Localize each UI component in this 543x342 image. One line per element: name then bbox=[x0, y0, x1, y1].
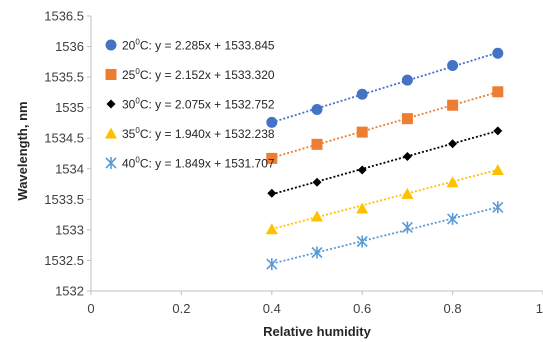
data-point-series-3 bbox=[356, 202, 369, 214]
data-point-series-0 bbox=[356, 88, 368, 100]
x-tick-label: 0.8 bbox=[444, 301, 462, 316]
data-point-series-1 bbox=[401, 113, 413, 125]
data-point-series-2 bbox=[402, 152, 412, 162]
data-point-series-2 bbox=[357, 165, 367, 175]
trendline-series-3 bbox=[271, 168, 499, 230]
legend-marker-0 bbox=[105, 39, 117, 51]
x-tick-label: 1 bbox=[536, 301, 543, 316]
legend-label-1: 250C: y = 2.152x + 1533.320 bbox=[122, 67, 275, 82]
y-tick-label: 1534 bbox=[55, 161, 84, 176]
data-point-series-3 bbox=[401, 187, 414, 199]
markers bbox=[265, 47, 504, 271]
data-point-series-3 bbox=[265, 223, 278, 235]
data-point-series-4 bbox=[447, 212, 459, 225]
x-tick-label: 0.4 bbox=[263, 301, 281, 316]
legend-label-3: 350C: y = 1.940x + 1532.238 bbox=[122, 126, 275, 141]
y-axis-title: Wavelength, nm bbox=[15, 101, 30, 200]
data-point-series-3 bbox=[446, 176, 459, 188]
data-point-series-4 bbox=[356, 235, 368, 248]
data-point-series-1 bbox=[266, 152, 278, 164]
y-tick-label: 1535.5 bbox=[44, 70, 84, 85]
data-point-series-0 bbox=[311, 104, 323, 115]
data-point-series-1 bbox=[492, 86, 504, 98]
y-tick-label: 1534.5 bbox=[44, 131, 84, 146]
y-tick-label: 1533.5 bbox=[44, 192, 84, 207]
data-point-series-3 bbox=[311, 210, 323, 222]
legend-label-2: 300C: y = 2.075x + 1532.752 bbox=[122, 97, 275, 112]
data-point-series-2 bbox=[493, 126, 503, 136]
trendline-series-1 bbox=[271, 91, 499, 159]
x-axis-title: Relative humidity bbox=[263, 324, 371, 339]
y-tick-label: 1536.5 bbox=[44, 9, 84, 24]
data-point-series-0 bbox=[266, 116, 278, 128]
legend-marker-3 bbox=[105, 127, 117, 139]
data-point-series-1 bbox=[311, 138, 323, 150]
data-point-series-1 bbox=[447, 99, 459, 111]
legend-marker-2 bbox=[106, 99, 116, 109]
data-point-series-1 bbox=[356, 126, 368, 138]
y-tick-label: 1533 bbox=[55, 222, 84, 237]
data-point-series-0 bbox=[401, 74, 413, 86]
x-tick-label: 0 bbox=[87, 301, 94, 316]
y-tick-label: 1536 bbox=[55, 39, 84, 54]
data-point-series-4 bbox=[401, 221, 413, 234]
y-tick-label: 1535 bbox=[55, 100, 84, 115]
y-tick-label: 1532 bbox=[55, 284, 84, 299]
trendlines bbox=[271, 51, 499, 265]
data-point-series-3 bbox=[491, 164, 504, 175]
trendline-series-4 bbox=[271, 206, 499, 265]
legend-label-0: 200C: y = 2.285x + 1533.845 bbox=[122, 38, 275, 53]
data-point-series-4 bbox=[266, 258, 278, 271]
axes: 1532 1532.5 1533 1533.5 1534 1534.5 1535 1535.5… bbox=[44, 9, 543, 316]
data-point-series-4 bbox=[311, 246, 323, 259]
legend-marker-4 bbox=[105, 157, 117, 169]
trendline-series-2 bbox=[271, 130, 499, 196]
legend: 200C: y = 2.285x + 1533.845 250C: y = 2.1… bbox=[105, 38, 275, 171]
x-tick-label: 0.6 bbox=[353, 301, 371, 316]
data-point-series-2 bbox=[448, 139, 458, 149]
x-tick-label: 0.2 bbox=[172, 301, 190, 316]
data-point-series-4 bbox=[492, 201, 504, 214]
data-point-series-0 bbox=[447, 60, 459, 71]
y-tick-label: 1532.5 bbox=[44, 253, 84, 268]
data-point-series-2 bbox=[267, 188, 277, 198]
legend-marker-1 bbox=[105, 69, 117, 80]
trendline-series-0 bbox=[271, 51, 499, 124]
legend-label-4: 400C: y = 1.849x + 1531.707 bbox=[122, 156, 275, 171]
data-point-series-0 bbox=[492, 47, 504, 59]
data-point-series-2 bbox=[312, 177, 322, 187]
